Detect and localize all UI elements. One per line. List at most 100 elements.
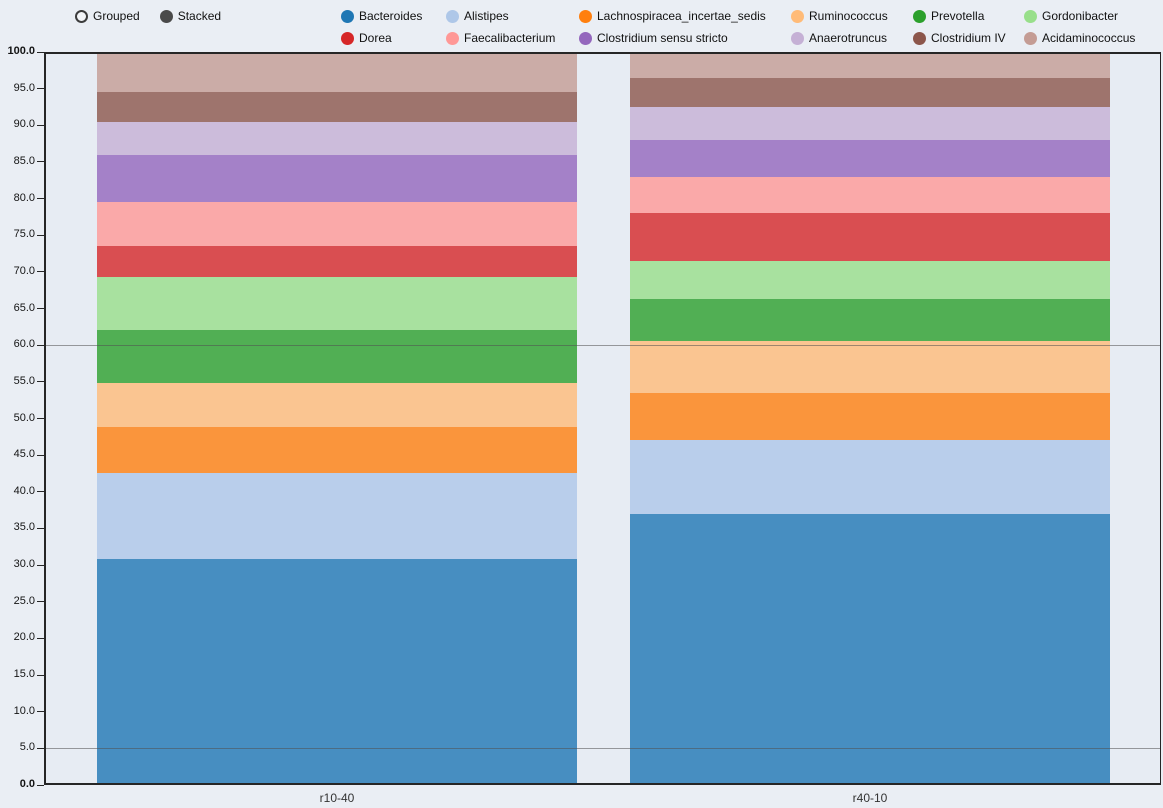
reference-line-60 bbox=[44, 344, 1161, 346]
bar-segment-gordonibacter[interactable] bbox=[630, 260, 1110, 299]
y-tick-label: 30.0 bbox=[13, 558, 35, 571]
y-tick-mark bbox=[37, 234, 44, 236]
grouped-radio-icon[interactable] bbox=[75, 9, 88, 23]
stacked-label: Stacked bbox=[177, 9, 222, 23]
y-tick-label: 15.0 bbox=[13, 668, 35, 681]
y-tick-mark bbox=[37, 51, 44, 53]
bar-segment-alistipes[interactable] bbox=[97, 472, 577, 560]
bar-segment-clostridium-sensu-stricto[interactable] bbox=[630, 139, 1110, 178]
legend-item-prevotella[interactable]: Prevotella bbox=[913, 9, 1024, 23]
y-tick-label: 55.0 bbox=[13, 374, 35, 387]
bar-segment-anaerotruncus[interactable] bbox=[630, 106, 1110, 140]
legend-color-icon bbox=[341, 9, 354, 23]
legend-item-gordonibacter[interactable]: Gordonibacter bbox=[1024, 9, 1163, 23]
y-tick-label: 45.0 bbox=[13, 448, 35, 461]
legend-label: Clostridium sensu stricto bbox=[597, 31, 728, 45]
bar-segment-bacteroides[interactable] bbox=[630, 513, 1110, 785]
x-axis-label: r40-10 bbox=[852, 791, 888, 805]
y-tick-label: 75.0 bbox=[13, 228, 35, 241]
y-tick-label: 5.0 bbox=[19, 741, 35, 754]
bar-segment-dorea[interactable] bbox=[630, 213, 1110, 261]
bar-segment-lachnospiracea-incertae-sedis[interactable] bbox=[97, 427, 577, 473]
legend-color-icon bbox=[341, 31, 354, 45]
y-tick-mark bbox=[37, 344, 44, 346]
y-tick-mark bbox=[37, 527, 44, 529]
y-tick-mark bbox=[37, 198, 44, 200]
y-tick-label: 70.0 bbox=[13, 264, 35, 277]
y-tick-label: 60.0 bbox=[13, 338, 35, 351]
bar-segment-faecalibacterium[interactable] bbox=[630, 177, 1110, 214]
legend-item-anaerotruncus[interactable]: Anaerotruncus bbox=[791, 31, 913, 45]
y-tick-mark bbox=[37, 637, 44, 639]
y-tick-label: 80.0 bbox=[13, 191, 35, 204]
bar-segment-clostridium-iv[interactable] bbox=[97, 92, 577, 122]
bar-segment-ruminococcus[interactable] bbox=[97, 383, 577, 428]
y-tick-label: 25.0 bbox=[13, 594, 35, 607]
grouped-label: Grouped bbox=[93, 9, 140, 23]
legend-label: Clostridium IV bbox=[931, 31, 1006, 45]
legend-label: Prevotella bbox=[931, 9, 985, 23]
legend-item-faecalibacterium[interactable]: Faecalibacterium bbox=[446, 31, 579, 45]
bar-segment-prevotella[interactable] bbox=[630, 299, 1110, 341]
y-tick-mark bbox=[37, 747, 44, 749]
y-tick-mark bbox=[37, 271, 44, 273]
y-tick-label: 95.0 bbox=[13, 81, 35, 94]
y-tick-label: 50.0 bbox=[13, 411, 35, 424]
legend-color-icon bbox=[791, 31, 804, 45]
bar-segment-faecalibacterium[interactable] bbox=[97, 202, 577, 247]
legend-item-clostridium-iv[interactable]: Clostridium IV bbox=[913, 31, 1024, 45]
bar-segment-ruminococcus[interactable] bbox=[630, 340, 1110, 393]
bar-segment-acidaminococcus[interactable] bbox=[630, 52, 1110, 78]
grouped-option[interactable]: Grouped bbox=[75, 9, 140, 23]
y-tick-mark bbox=[37, 601, 44, 603]
bar-segment-alistipes[interactable] bbox=[630, 439, 1110, 514]
bar-segment-bacteroides[interactable] bbox=[97, 559, 577, 785]
bar-segment-clostridium-sensu-stricto[interactable] bbox=[97, 154, 577, 203]
bar-segment-anaerotruncus[interactable] bbox=[97, 121, 577, 155]
y-tick-mark bbox=[37, 88, 44, 90]
y-tick-mark bbox=[37, 711, 44, 713]
legend-color-icon bbox=[1024, 9, 1037, 23]
legend-item-dorea[interactable]: Dorea bbox=[341, 31, 446, 45]
stacked-option[interactable]: Stacked bbox=[159, 9, 222, 23]
y-tick-label: 10.0 bbox=[13, 704, 35, 717]
y-tick-label: 100.0 bbox=[7, 45, 35, 57]
y-tick-label: 40.0 bbox=[13, 484, 35, 497]
y-tick-label: 85.0 bbox=[13, 154, 35, 167]
stacked-radio-icon[interactable] bbox=[159, 9, 173, 23]
y-tick-mark bbox=[37, 784, 44, 786]
legend-color-icon bbox=[446, 31, 459, 45]
y-tick-label: 0.0 bbox=[19, 778, 35, 790]
bar-segment-lachnospiracea-incertae-sedis[interactable] bbox=[630, 392, 1110, 440]
bar-segment-gordonibacter[interactable] bbox=[97, 277, 577, 330]
legend-item-lachnospiracea-incertae-sedis[interactable]: Lachnospiracea_incertae_sedis bbox=[579, 9, 791, 23]
legend-label: Bacteroides bbox=[359, 9, 423, 23]
y-tick-label: 90.0 bbox=[13, 118, 35, 131]
legend-item-ruminococcus[interactable]: Ruminococcus bbox=[791, 9, 913, 23]
legend-color-icon bbox=[446, 9, 459, 23]
bar-segment-prevotella[interactable] bbox=[97, 329, 577, 384]
legend-label: Gordonibacter bbox=[1042, 9, 1119, 23]
y-tick-mark bbox=[37, 674, 44, 676]
legend-label: Acidaminococcus bbox=[1042, 31, 1136, 45]
legend-color-icon bbox=[579, 31, 592, 45]
legend-item-acidaminococcus[interactable]: Acidaminococcus bbox=[1024, 31, 1163, 45]
reference-line-5 bbox=[44, 747, 1161, 749]
y-tick-mark bbox=[37, 418, 44, 419]
y-tick-label: 20.0 bbox=[13, 631, 35, 644]
legend-color-icon bbox=[913, 31, 926, 45]
legend-item-alistipes[interactable]: Alistipes bbox=[446, 9, 579, 23]
y-tick-mark bbox=[37, 491, 44, 493]
bar-segment-clostridium-iv[interactable] bbox=[630, 77, 1110, 107]
legend-label: Dorea bbox=[359, 31, 392, 45]
legend-label: Ruminococcus bbox=[809, 9, 888, 23]
y-tick-mark bbox=[37, 161, 44, 163]
y-tick-label: 35.0 bbox=[13, 521, 35, 534]
bar-segment-dorea[interactable] bbox=[97, 246, 577, 278]
legend-label: Faecalibacterium bbox=[464, 31, 556, 45]
y-tick-mark bbox=[37, 381, 44, 383]
legend-item-bacteroides[interactable]: Bacteroides bbox=[341, 9, 446, 23]
legend-item-clostridium-sensu-stricto[interactable]: Clostridium sensu stricto bbox=[579, 31, 791, 45]
bar-segment-acidaminococcus[interactable] bbox=[97, 52, 577, 93]
